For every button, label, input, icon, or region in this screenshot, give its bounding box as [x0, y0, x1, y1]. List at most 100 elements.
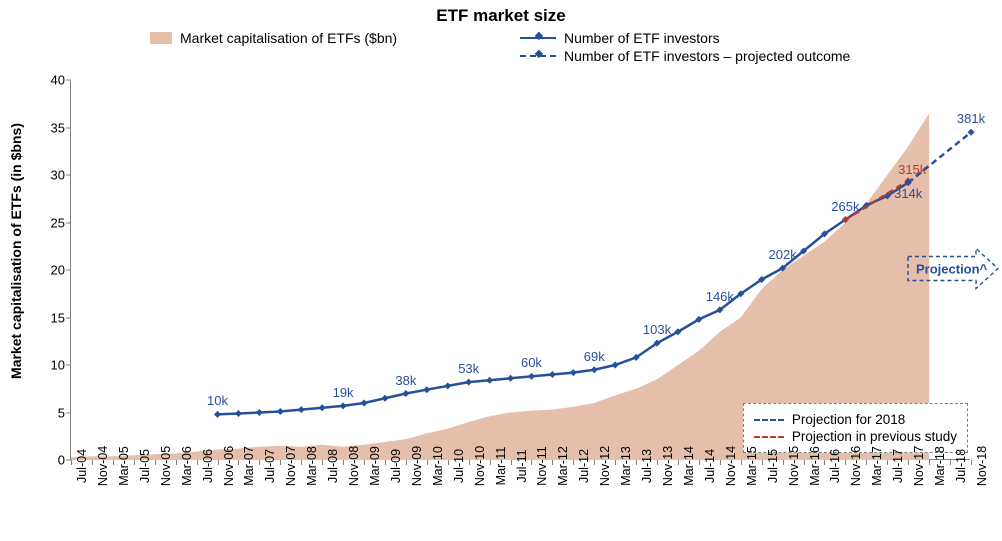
- legend-label-dash: Number of ETF investors – projected outc…: [564, 48, 850, 64]
- marker-diamond: [968, 129, 975, 136]
- xtick-mark: [615, 460, 616, 465]
- xtick-label: Jul-13: [640, 449, 654, 483]
- ytick-mark: [66, 317, 71, 318]
- xtick-label: Mar-14: [682, 446, 696, 486]
- ytick-label: 25: [31, 215, 65, 230]
- xtick-label: Jul-06: [201, 449, 215, 483]
- xtick-mark: [929, 460, 930, 465]
- marker-diamond: [423, 386, 430, 393]
- xtick-mark: [678, 460, 679, 465]
- xtick-mark: [531, 460, 532, 465]
- inset-label-red: Projection in previous study: [792, 429, 957, 444]
- xtick-label: Mar-09: [368, 446, 382, 486]
- xtick-mark: [720, 460, 721, 465]
- xtick-mark: [427, 460, 428, 465]
- plot-area: Projection for 2018 Projection in previo…: [70, 80, 970, 460]
- xtick-mark: [824, 460, 825, 465]
- xtick-mark: [552, 460, 553, 465]
- xtick-label: Mar-08: [305, 446, 319, 486]
- top-legend: Market capitalisation of ETFs ($bn) Numb…: [150, 30, 942, 66]
- legend-line-icon: [520, 37, 556, 39]
- xtick-mark: [636, 460, 637, 465]
- xtick-label: Nov-15: [787, 446, 801, 486]
- marker-diamond: [298, 406, 305, 413]
- ytick-mark: [66, 365, 71, 366]
- legend-item-area: Market capitalisation of ETFs ($bn): [150, 30, 520, 46]
- etf-market-size-chart: ETF market size Market capitalisation of…: [0, 0, 1002, 541]
- inset-label-blue: Projection for 2018: [792, 412, 905, 427]
- ytick-mark: [66, 175, 71, 176]
- data-label: 381k: [957, 111, 985, 126]
- projection-callout-text: Projection^: [916, 261, 988, 276]
- xtick-label: Jul-15: [766, 449, 780, 483]
- xtick-mark: [950, 460, 951, 465]
- ytick-mark: [66, 270, 71, 271]
- data-label: 38k: [395, 373, 416, 388]
- marker-diamond: [486, 377, 493, 384]
- inset-item-blue: Projection for 2018: [754, 412, 957, 427]
- marker-diamond: [402, 390, 409, 397]
- marker-diamond: [256, 409, 263, 416]
- xtick-mark: [699, 460, 700, 465]
- marker-diamond: [381, 395, 388, 402]
- xtick-mark: [469, 460, 470, 465]
- xtick-label: Mar-16: [808, 446, 822, 486]
- ytick-label: 40: [31, 73, 65, 88]
- data-label: 19k: [333, 385, 354, 400]
- legend-swatch-area: [150, 32, 172, 44]
- xtick-label: Jul-10: [452, 449, 466, 483]
- data-label: 10k: [207, 393, 228, 408]
- xtick-label: Mar-17: [870, 446, 884, 486]
- xtick-label: Mar-15: [745, 446, 759, 486]
- ytick-label: 35: [31, 120, 65, 135]
- marker-diamond: [591, 366, 598, 373]
- chart-title: ETF market size: [0, 6, 1002, 26]
- xtick-label: Nov-07: [284, 446, 298, 486]
- xtick-label: Mar-13: [619, 446, 633, 486]
- xtick-label: Nov-12: [598, 446, 612, 486]
- xtick-label: Nov-16: [849, 446, 863, 486]
- ytick-label: 0: [31, 453, 65, 468]
- marker-diamond: [340, 402, 347, 409]
- marker-diamond: [444, 382, 451, 389]
- ytick-mark: [66, 80, 71, 81]
- xtick-mark: [762, 460, 763, 465]
- ytick-label: 15: [31, 310, 65, 325]
- legend-item-line: Number of ETF investors: [520, 30, 850, 46]
- legend-item-dash: Number of ETF investors – projected outc…: [520, 48, 850, 64]
- xtick-label: Mar-10: [431, 446, 445, 486]
- xtick-label: Nov-11: [535, 446, 549, 485]
- marker-diamond: [507, 375, 514, 382]
- ytick-mark: [66, 412, 71, 413]
- xtick-label: Jul-08: [326, 449, 340, 483]
- ytick-mark: [66, 222, 71, 223]
- xtick-mark: [845, 460, 846, 465]
- y-axis-label-container: Market capitalisation of ETFs (in $bns): [6, 60, 26, 441]
- xtick-label: Jul-18: [954, 449, 968, 483]
- xtick-label: Nov-10: [473, 446, 487, 486]
- marker-diamond: [235, 410, 242, 417]
- xtick-label: Jul-04: [75, 449, 89, 483]
- data-label: 202k: [769, 247, 797, 262]
- xtick-mark: [908, 460, 909, 465]
- marker-diamond: [214, 411, 221, 418]
- projection-callout: Projection^: [908, 248, 998, 291]
- marker-diamond: [465, 379, 472, 386]
- marker-diamond: [319, 404, 326, 411]
- marker-diamond: [528, 373, 535, 380]
- xtick-mark: [176, 460, 177, 465]
- xtick-label: Jul-12: [577, 449, 591, 483]
- xtick-label: Mar-11: [494, 447, 508, 486]
- marker-diamond: [361, 400, 368, 407]
- xtick-label: Mar-12: [556, 446, 570, 486]
- legend-label-line: Number of ETF investors: [564, 30, 720, 46]
- xtick-mark: [866, 460, 867, 465]
- marker-diamond: [277, 408, 284, 415]
- ytick-mark: [66, 127, 71, 128]
- xtick-label: Jul-16: [828, 449, 842, 483]
- xtick-mark: [343, 460, 344, 465]
- xtick-label: Nov-13: [661, 446, 675, 486]
- data-label: 103k: [643, 322, 671, 337]
- xtick-mark: [971, 460, 972, 465]
- y-axis-label: Market capitalisation of ETFs (in $bns): [8, 123, 24, 379]
